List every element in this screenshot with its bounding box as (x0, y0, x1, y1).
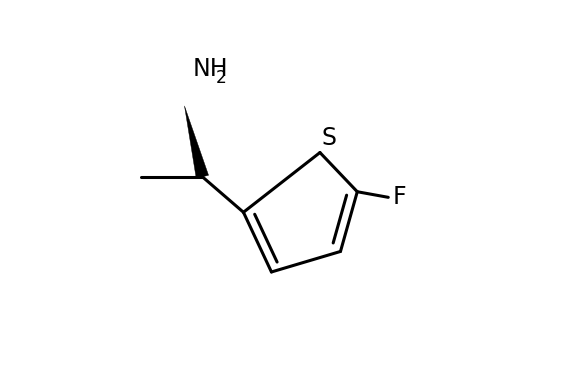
Text: S: S (321, 126, 336, 150)
Text: 2: 2 (216, 69, 227, 87)
Polygon shape (184, 106, 209, 178)
Text: F: F (393, 185, 406, 209)
Text: NH: NH (193, 56, 229, 80)
